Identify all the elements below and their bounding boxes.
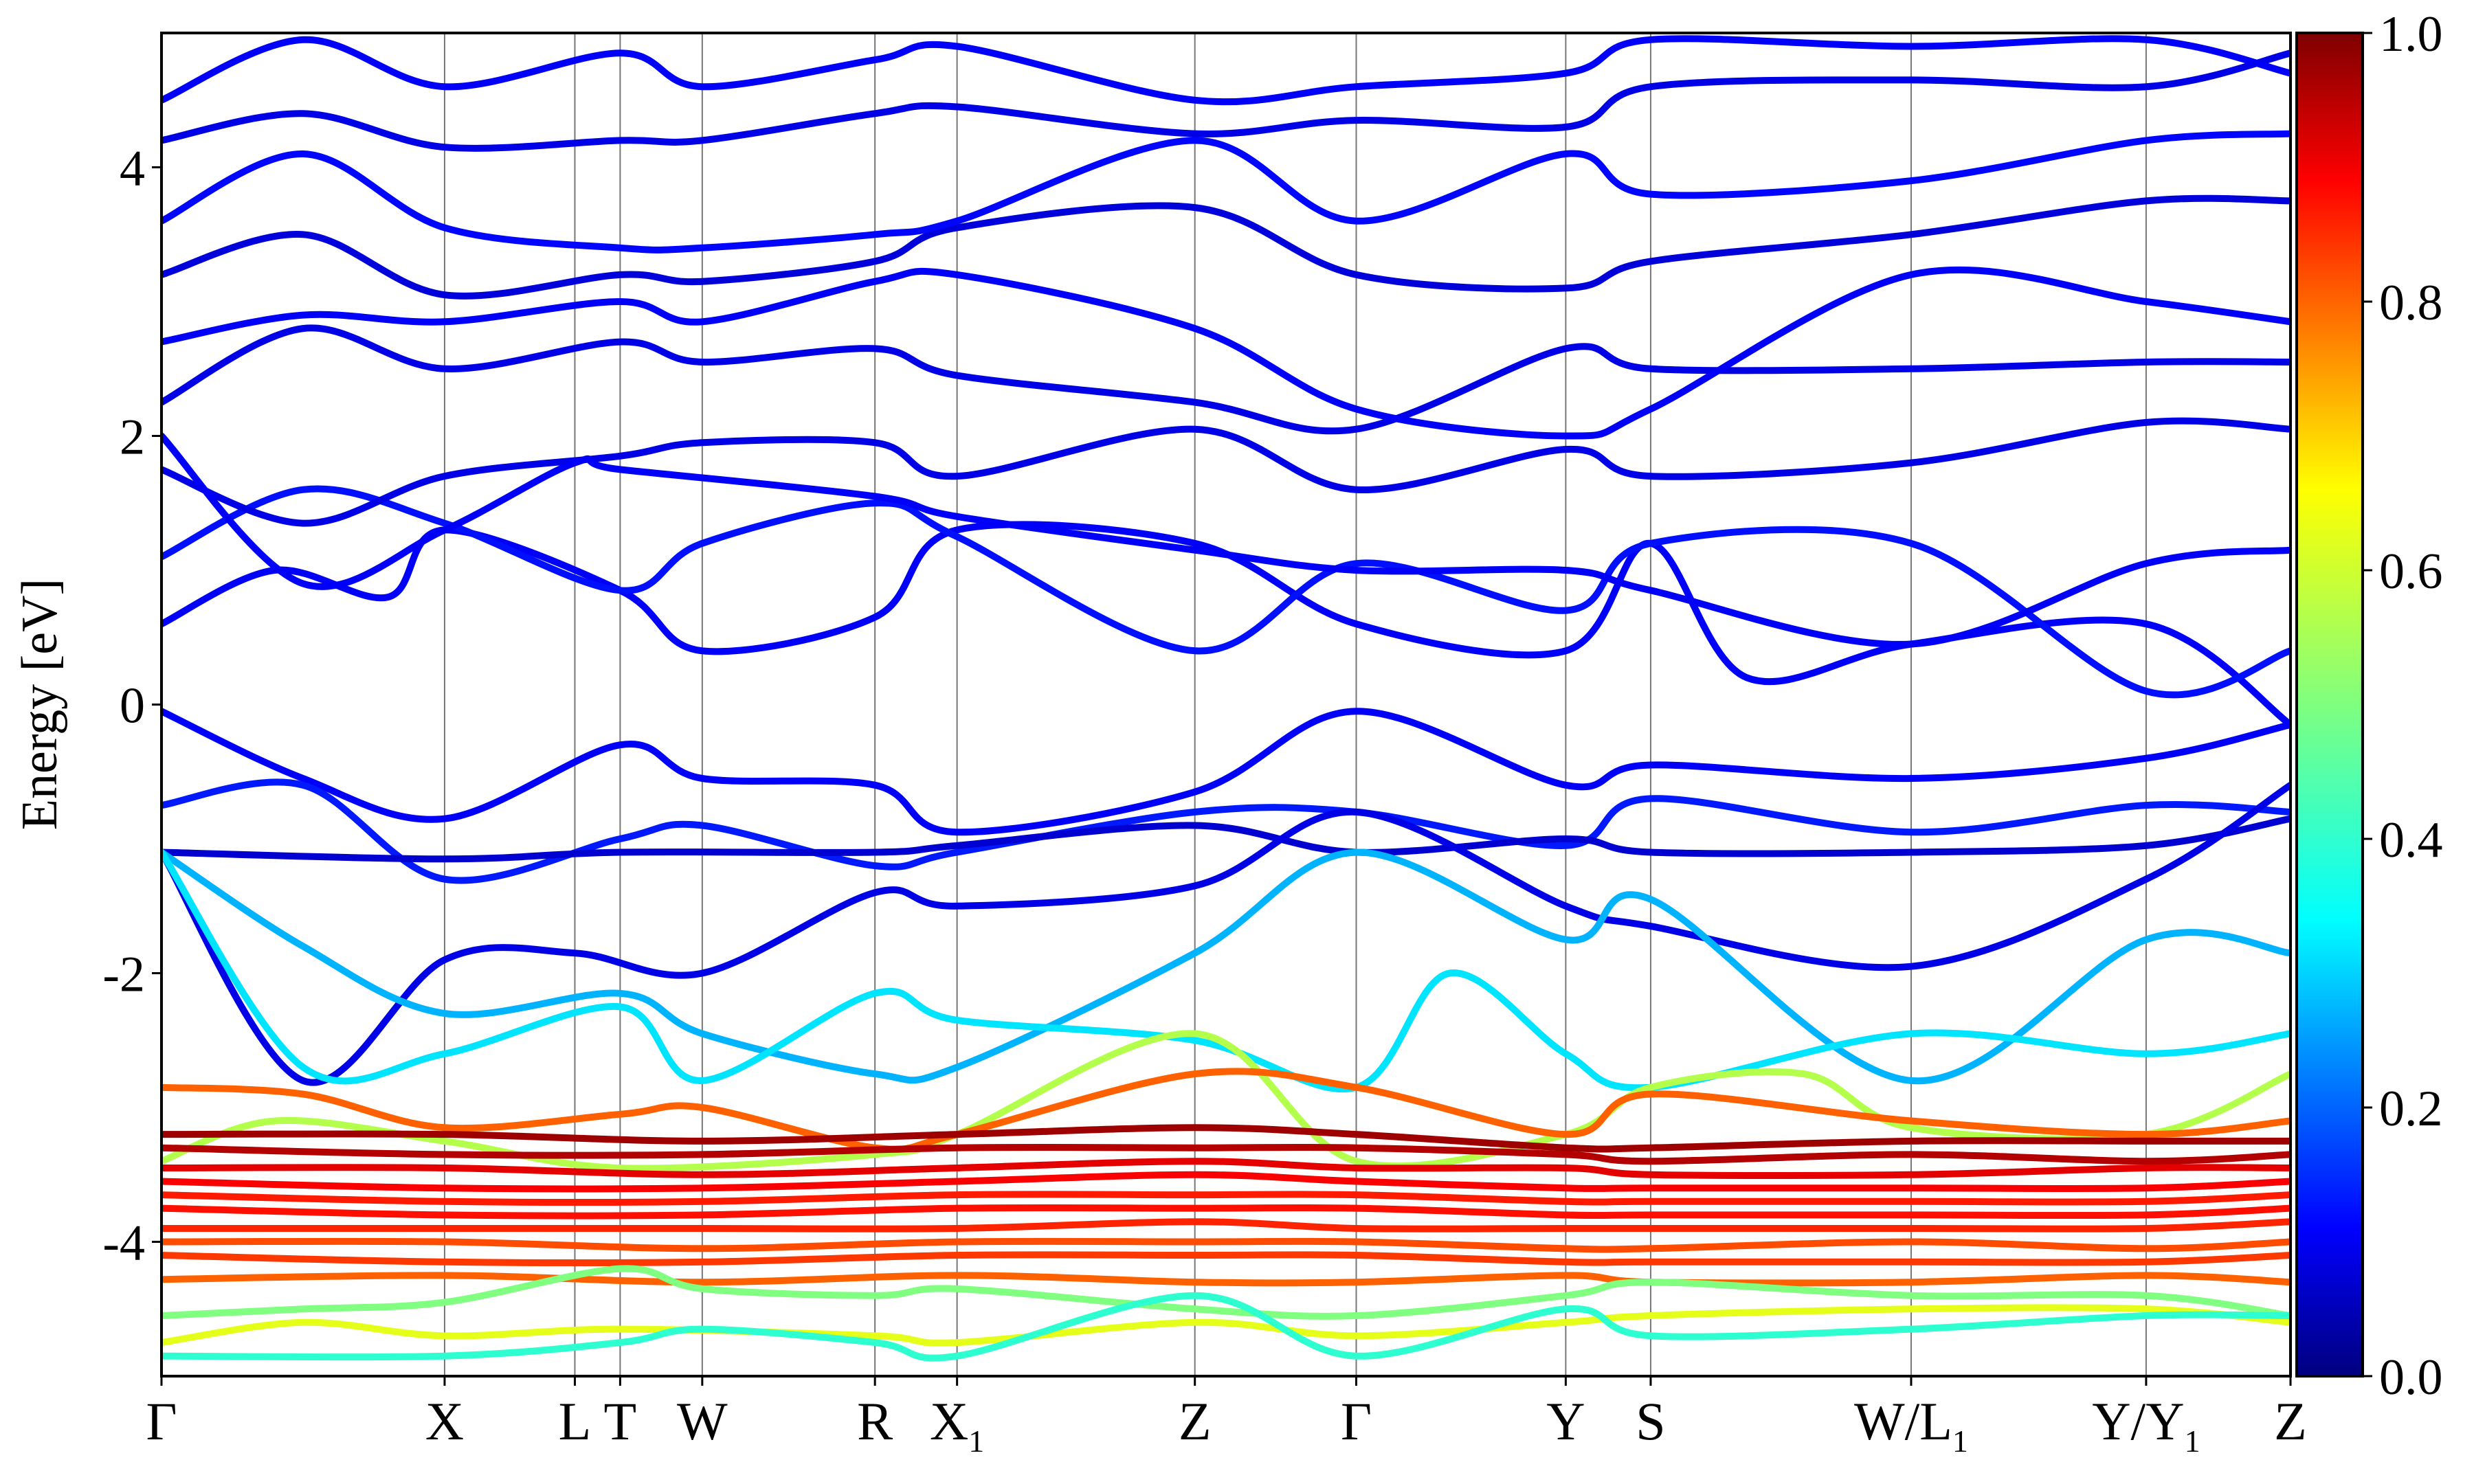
kpoint-label: Γ — [1341, 1391, 1372, 1451]
kpoint-label: S — [1636, 1391, 1665, 1451]
kpoint-label: Y/Y1 — [2092, 1391, 2200, 1459]
band-line — [161, 324, 2291, 435]
colorbar-tick-label: 0.2 — [2379, 1081, 2443, 1137]
bands-group — [161, 35, 2291, 1362]
x-axis: Γ X L T W R X1 Z Γ Y S W/L1 Y/Y1 Z — [146, 1376, 2307, 1459]
high-symmetry-lines — [443, 33, 2147, 1376]
band-line — [161, 35, 2291, 106]
kpoint-label: W — [677, 1391, 728, 1451]
colorbar-tick-label: 0.0 — [2379, 1349, 2443, 1406]
kpoint-label: Z — [1179, 1391, 1212, 1451]
band-line — [161, 1124, 2291, 1153]
colorbar-tick-label: 0.4 — [2379, 812, 2443, 868]
colorbar-axis: 0.0 0.2 0.4 0.6 0.8 1.0 — [2363, 6, 2443, 1406]
y-tick-label: 2 — [120, 409, 145, 466]
band-line — [161, 1191, 2291, 1206]
colorbar-tick-label: 0.6 — [2379, 543, 2443, 600]
band-line — [161, 1265, 2291, 1320]
band-line — [161, 1272, 2291, 1287]
band-line — [161, 778, 2291, 884]
band-line — [161, 848, 2291, 1085]
band-line — [161, 49, 2291, 152]
band-line — [161, 1068, 2291, 1153]
kpoint-label: X1 — [930, 1391, 984, 1459]
band-line — [161, 1143, 2291, 1165]
band-line — [161, 1158, 2291, 1179]
band-line — [161, 1292, 2291, 1362]
kpoint-label: Γ — [146, 1391, 177, 1451]
kpoint-label: X — [425, 1391, 464, 1451]
band-line — [161, 485, 2291, 699]
y-tick-label: 4 — [120, 141, 145, 197]
band-line — [161, 815, 2291, 863]
band-line — [161, 1237, 2291, 1253]
y-axis: -4 -2 0 2 4 — [102, 141, 161, 1272]
kpoint-label: L — [559, 1391, 592, 1451]
kpoint-label: R — [857, 1391, 893, 1451]
colorbar-tick-label: 0.8 — [2379, 275, 2443, 331]
kpoint-label: T — [604, 1391, 637, 1451]
y-tick-label: -2 — [102, 947, 145, 1003]
band-line — [161, 417, 2291, 527]
band-line — [161, 1204, 2291, 1219]
y-tick-label: -4 — [102, 1215, 145, 1272]
band-line — [161, 266, 2291, 440]
band-line — [161, 1251, 2291, 1267]
band-line — [161, 848, 2291, 1093]
band-line — [161, 1304, 2291, 1347]
band-line — [161, 1171, 2291, 1193]
kpoint-label: Y — [1546, 1391, 1585, 1451]
y-tick-label: 0 — [120, 678, 145, 734]
kpoint-label: Z — [2274, 1391, 2307, 1451]
y-axis-label: Energy [eV] — [12, 578, 68, 830]
band-line — [161, 194, 2291, 300]
kpoint-label: W/L1 — [1854, 1391, 1968, 1459]
band-line — [161, 781, 2291, 1086]
band-line — [161, 1218, 2291, 1233]
band-line — [161, 130, 2291, 254]
band-line — [161, 708, 2291, 836]
band-line — [161, 432, 2291, 648]
colorbar-tick-label: 1.0 — [2379, 6, 2443, 63]
colorbar — [2295, 32, 2364, 1378]
